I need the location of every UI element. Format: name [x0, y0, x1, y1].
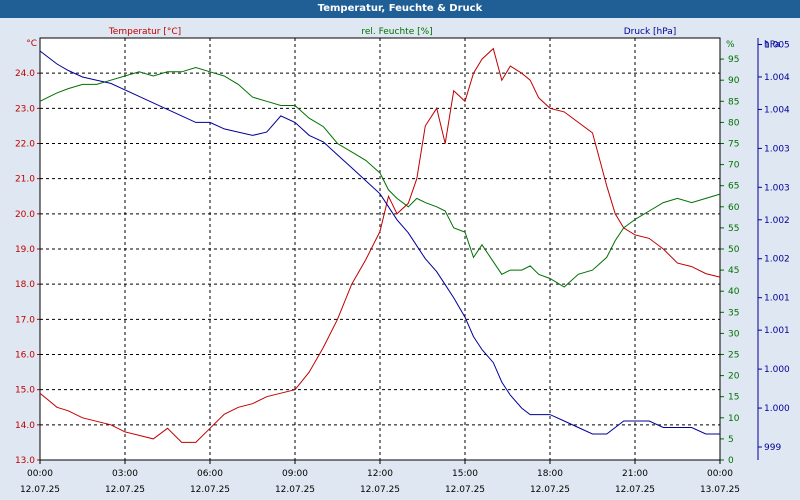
x-tick-label: 15:00 [452, 469, 478, 479]
humidity-tick-label: 80 [728, 118, 740, 128]
x-tick-label: 18:00 [537, 469, 563, 479]
humidity-tick-label: 50 [728, 245, 740, 255]
pressure-tick-label: 1.000 [764, 404, 790, 414]
x-tick-label: 21:00 [622, 469, 648, 479]
temp-tick-label: 19.0 [15, 245, 35, 255]
humidity-tick-label: 45 [728, 266, 739, 276]
pressure-tick-label: 999 [764, 443, 781, 453]
temperature-series-line [39, 47, 721, 443]
humidity-tick-label: 0 [728, 456, 734, 466]
pressure-tick-label: 1.001 [764, 294, 790, 304]
pressure-tick-label: 1.001 [764, 326, 790, 336]
humidity-tick-label: 20 [728, 372, 740, 382]
temperature-axis-label: Temperatur [°C] [108, 27, 181, 37]
chart-title: Temperatur, Feuchte & Druck [317, 3, 483, 14]
x-date-label: 12.07.25 [275, 485, 315, 495]
pressure-tick-label: 1.002 [764, 255, 790, 265]
x-date-label: 12.07.25 [190, 485, 230, 495]
humidity-tick-label: 85 [728, 97, 739, 107]
humidity-tick-label: 70 [728, 161, 740, 171]
temp-tick-label: 21.0 [15, 175, 35, 185]
x-tick-label: 03:00 [112, 469, 138, 479]
pressure-tick-label: 1.000 [764, 365, 790, 375]
humidity-tick-label: 95 [728, 55, 739, 65]
chart-title-bar: Temperatur, Feuchte & Druck [0, 0, 800, 18]
temp-tick-label: 16.0 [15, 351, 35, 361]
pressure-tick-label: 1.003 [764, 183, 790, 193]
pressure-unit-label: hPa [764, 40, 780, 50]
x-tick-label: 12:00 [367, 469, 393, 479]
x-date-label: 12.07.25 [360, 485, 400, 495]
humidity-tick-label: 25 [728, 351, 739, 361]
temp-tick-label: 23.0 [15, 104, 35, 114]
x-tick-label: 09:00 [282, 469, 308, 479]
humidity-tick-label: 90 [728, 76, 740, 86]
humidity-axis-label: rel. Feuchte [%] [361, 27, 432, 37]
humidity-tick-label: 75 [728, 140, 739, 150]
humidity-tick-label: 10 [728, 414, 740, 424]
humidity-tick-label: 35 [728, 308, 739, 318]
pressure-tick-label: 1.004 [764, 73, 790, 83]
humidity-tick-label: 5 [728, 435, 734, 445]
plot-frame [39, 37, 721, 461]
pressure-tick-label: 1.004 [764, 105, 790, 115]
x-date-label: 13.07.25 [700, 485, 740, 495]
temp-tick-label: 14.0 [15, 421, 35, 431]
x-tick-label: 06:00 [197, 469, 223, 479]
pressure-axis-label: Druck [hPa] [624, 27, 677, 37]
temp-tick-label: 13.0 [15, 456, 35, 466]
pressure-tick-label: 1.005 [764, 40, 790, 50]
humidity-tick-label: 65 [728, 182, 739, 192]
pressure-tick-label: 1.003 [764, 144, 790, 154]
x-date-label: 12.07.25 [615, 485, 655, 495]
temp-unit-label: °C [26, 39, 37, 49]
humidity-tick-label: 15 [728, 393, 739, 403]
temp-tick-label: 15.0 [15, 386, 35, 396]
temp-tick-label: 18.0 [15, 280, 35, 290]
x-date-label: 12.07.25 [20, 485, 60, 495]
humidity-unit-label: % [726, 40, 735, 50]
temp-tick-label: 20.0 [15, 210, 35, 220]
humidity-tick-label: 30 [728, 329, 740, 339]
x-tick-label: 00:00 [27, 469, 53, 479]
humidity-tick-label: 55 [728, 224, 739, 234]
pressure-tick-label: 1.002 [764, 216, 790, 226]
x-tick-label: 00:00 [707, 469, 733, 479]
pressure-series-line [39, 50, 720, 435]
humidity-tick-label: 40 [728, 287, 740, 297]
temp-tick-label: 17.0 [15, 315, 35, 325]
humidity-tick-label: 60 [728, 203, 740, 213]
temp-tick-label: 22.0 [15, 140, 35, 150]
x-date-label: 12.07.25 [445, 485, 485, 495]
x-date-label: 12.07.25 [530, 485, 570, 495]
temp-tick-label: 24.0 [15, 69, 35, 79]
humidity-series-line [39, 66, 721, 288]
x-date-label: 12.07.25 [105, 485, 145, 495]
